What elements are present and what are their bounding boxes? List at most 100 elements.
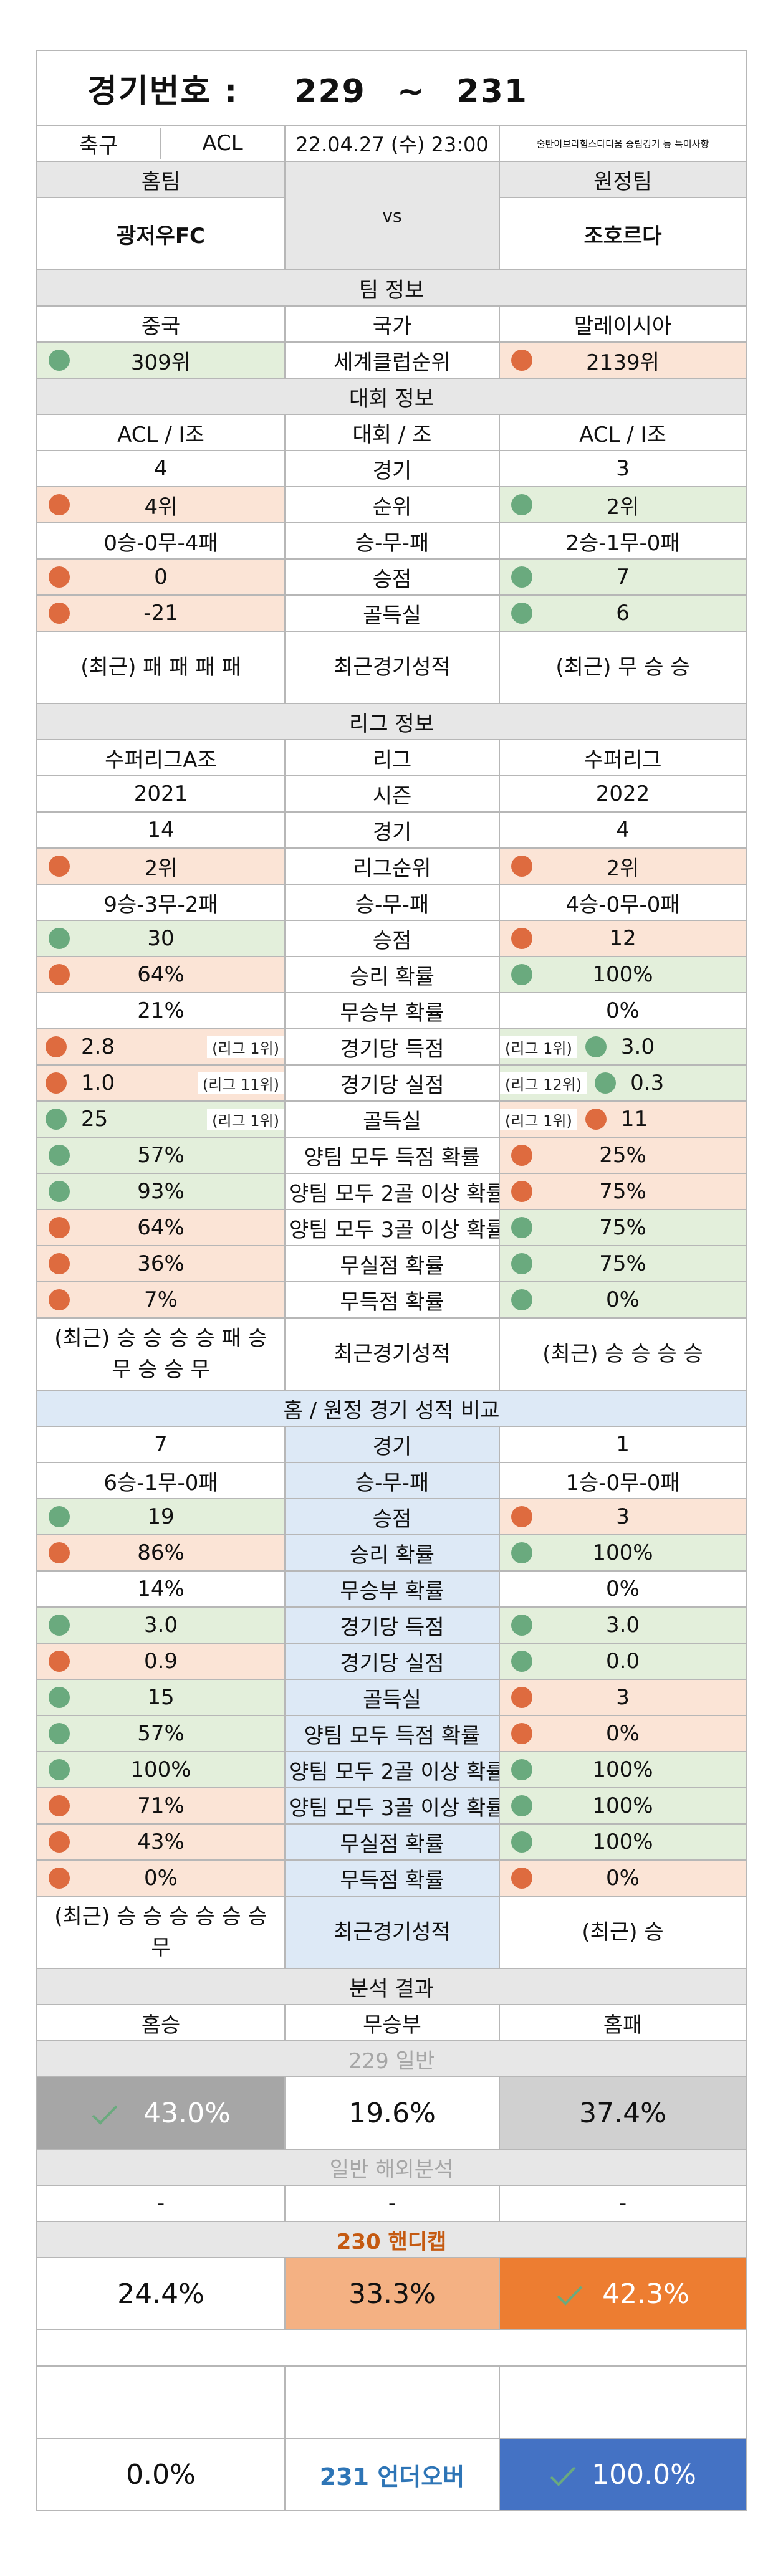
table-row: 24.4% 33.3% 42.3% <box>36 2257 747 2330</box>
home-value-cell: 64% <box>36 1209 286 1246</box>
home-value-cell: 71% <box>36 1787 286 1825</box>
ranked-value: (리그 12위) 0.3 <box>501 1071 745 1095</box>
stat-value: -21 <box>143 601 178 626</box>
row-label: 양팀 모두 2골 이상 확률 <box>284 1751 500 1788</box>
home-value-cell: 0 <box>36 558 286 596</box>
stat-value: 57% <box>137 1721 185 1746</box>
table-row: 93% 양팀 모두 2골 이상 확률 75% <box>36 1173 747 1210</box>
status-dot-icon <box>511 1542 532 1563</box>
stat-value: 1.0 <box>81 1071 115 1095</box>
away-value-cell: 3.0 <box>498 1606 747 1644</box>
status-dot-icon <box>511 1687 532 1708</box>
away-value-cell: 0.0 <box>498 1643 747 1680</box>
match-number-label: 경기번호 : <box>87 72 239 110</box>
empty-cell <box>36 2365 286 2439</box>
table-row: 15 골득실 3 <box>36 1679 747 1716</box>
section-title: 대회 정보 <box>36 378 747 415</box>
status-dot-icon <box>511 1615 532 1636</box>
stat-value: 100% <box>592 1757 653 1782</box>
dot-wrap <box>38 1723 81 1744</box>
dot-wrap <box>38 1868 81 1889</box>
status-dot-icon <box>49 1615 70 1636</box>
home-value-cell: (최근) 승 승 승 승 패 승 무 승 승 무 <box>36 1317 286 1391</box>
away-value-cell: 75% <box>498 1173 747 1210</box>
dot-wrap <box>38 1072 75 1094</box>
table-row: 100% 양팀 모두 2골 이상 확률 100% <box>36 1751 747 1788</box>
home-value-cell: 25 (리그 1위) <box>36 1100 286 1138</box>
checkmark-icon <box>550 2466 576 2486</box>
row-label: 무득점 확률 <box>284 1859 500 1897</box>
home-value-cell: ACL / I조 <box>36 414 286 451</box>
away-value-cell: 2위 <box>498 847 747 885</box>
table-row: 축구 ACL 22.04.27 (수) 23:00 술탄이브라힘스타디움 중립경기 등… <box>36 125 747 162</box>
row-label: 경기당 득점 <box>284 1606 500 1644</box>
away-team-name: 조호르다 <box>498 197 747 270</box>
stat-value: 0.0 <box>605 1649 640 1674</box>
table-row: 21% 무승부 확률 0% <box>36 992 747 1029</box>
row-label: 승-무-패 <box>284 1462 500 1499</box>
status-dot-icon <box>49 928 70 949</box>
table-row: 30 승점 12 <box>36 920 747 957</box>
stat-value: 100% <box>592 1829 653 1854</box>
status-dot-icon <box>511 1217 532 1238</box>
ranked-value: 1.0 (리그 11위) <box>38 1071 284 1095</box>
match-number-from: 229 <box>294 72 366 110</box>
dotted-value: 100% <box>501 1757 745 1782</box>
league-rank-note: (리그 1위) <box>501 1036 577 1058</box>
stat-value: 2위 <box>606 856 640 881</box>
dotted-value: 93% <box>38 1179 284 1204</box>
home-value-cell: 21% <box>36 992 286 1029</box>
recent-form: (최근) 승 승 승 승 승 승 무 <box>54 1904 267 1960</box>
away-value-cell: (최근) 승 승 승 승 <box>498 1317 747 1391</box>
status-dot-icon <box>46 1109 67 1130</box>
row-label: 승-무-패 <box>284 522 500 560</box>
dotted-value: 2위 <box>38 851 284 882</box>
dot-wrap <box>501 1506 544 1527</box>
table-row: 7 경기 1 <box>36 1426 747 1463</box>
dotted-value: 6 <box>501 601 745 626</box>
home-value-cell: 0승-0무-4패 <box>36 522 286 560</box>
status-dot-icon <box>595 1072 617 1094</box>
status-dot-icon <box>511 856 532 877</box>
status-dot-icon <box>49 1687 70 1708</box>
away-value-cell: (리그 1위) 11 <box>498 1100 747 1138</box>
dot-wrap <box>38 603 81 624</box>
dot-wrap <box>501 350 544 371</box>
dot-wrap <box>38 350 81 371</box>
home-value-cell: 7% <box>36 1281 286 1319</box>
dot-wrap <box>501 1181 544 1202</box>
dotted-value: 75% <box>501 1251 745 1276</box>
stat-value: 75% <box>599 1179 646 1204</box>
table-row: (최근) 승 승 승 승 패 승 무 승 승 무 최근경기성적 (최근) 승 승 승… <box>36 1317 747 1391</box>
away-value-cell: 4승-0무-0패 <box>498 884 747 921</box>
dotted-value: 25% <box>501 1143 745 1168</box>
table-row: 0% 무득점 확률 0% <box>36 1859 747 1897</box>
table-row: 0 승점 7 <box>36 558 747 596</box>
match-number-header: 경기번호 : 229 ~231 <box>36 50 747 126</box>
section-title: 홈 / 원정 경기 성적 비교 <box>36 1390 747 1427</box>
dot-wrap <box>577 1036 615 1057</box>
status-dot-icon <box>511 1868 532 1889</box>
stat-value: 30 <box>147 926 175 951</box>
dotted-value: 19 <box>38 1504 284 1529</box>
dotted-value: 0% <box>501 1866 745 1891</box>
stat-value: 3.0 <box>143 1613 178 1638</box>
status-dot-icon <box>511 1181 532 1202</box>
dot-wrap <box>38 1615 81 1636</box>
home-value-cell: 2.8 (리그 1위) <box>36 1028 286 1066</box>
dot-wrap <box>501 1868 544 1889</box>
away-value-cell: (리그 12위) 0.3 <box>498 1064 747 1102</box>
table-row: 4위 순위 2위 <box>36 486 747 523</box>
home-value-cell: 86% <box>36 1534 286 1572</box>
home-value-cell: 중국 <box>36 305 286 343</box>
dotted-value: 43% <box>38 1829 284 1854</box>
table-row: 홈승 무승부 홈패 <box>36 2004 747 2041</box>
stat-value: 43% <box>137 1829 185 1854</box>
home-team-label: 홈팀 <box>36 161 286 198</box>
dotted-value: 3 <box>501 1504 745 1529</box>
section-title: 리그 정보 <box>36 703 747 740</box>
dotted-value: 100% <box>501 1540 745 1565</box>
dotted-value: 86% <box>38 1540 284 1565</box>
home-value-cell: 0% <box>36 1859 286 1897</box>
stat-value: 3.0 <box>605 1613 640 1638</box>
